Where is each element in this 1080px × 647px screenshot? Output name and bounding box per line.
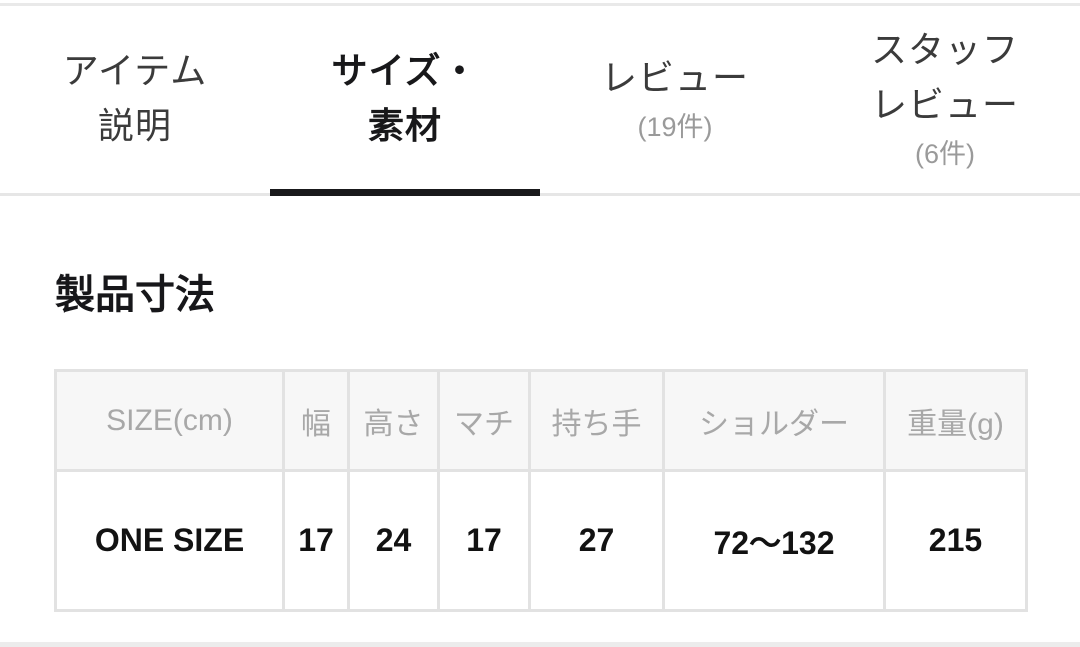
- cell-size: ONE SIZE: [54, 469, 285, 612]
- column-header-width: 幅: [282, 369, 350, 472]
- cell-weight: 215: [883, 469, 1028, 612]
- top-divider: [0, 3, 1080, 6]
- column-header-gusset: マチ: [437, 369, 531, 472]
- tab-staff-reviews[interactable]: スタッフ レビュー (6件): [810, 3, 1080, 193]
- cell-shoulder: 72〜132: [662, 469, 886, 612]
- bottom-divider: [0, 642, 1080, 647]
- column-header-shoulder: ショルダー: [662, 369, 886, 472]
- column-header-height: 高さ: [347, 369, 440, 472]
- column-header-handle: 持ち手: [528, 369, 665, 472]
- tab-label: 素材: [367, 105, 442, 146]
- tab-label: レビュー: [870, 84, 1019, 125]
- product-dimensions-table: SIZE(cm) 幅 高さ マチ 持ち手 ショルダー 重量(g) ONE SIZ…: [54, 369, 1028, 612]
- product-tab-bar: アイテム 説明 サイズ・ 素材 レビュー (19件) スタッフ レビュー (6件…: [0, 3, 1080, 196]
- table-header-row: SIZE(cm) 幅 高さ マチ 持ち手 ショルダー 重量(g): [54, 369, 1028, 472]
- cell-handle: 27: [528, 469, 665, 612]
- tab-label: 説明: [97, 105, 172, 146]
- tab-size-material[interactable]: サイズ・ 素材: [270, 3, 540, 196]
- review-count-badge: (19件): [637, 111, 713, 142]
- tab-label: アイテム: [62, 50, 208, 91]
- column-header-size: SIZE(cm): [54, 369, 285, 472]
- cell-width: 17: [282, 469, 350, 612]
- staff-review-count-badge: (6件): [915, 139, 975, 169]
- column-header-weight: 重量(g): [883, 369, 1028, 472]
- table-row: ONE SIZE 17 24 17 27 72〜132 215: [54, 469, 1028, 612]
- tab-label: サイズ・: [331, 50, 479, 91]
- tab-reviews[interactable]: レビュー (19件): [540, 3, 810, 193]
- tab-label: レビュー: [600, 56, 749, 98]
- cell-gusset: 17: [437, 469, 531, 612]
- tab-label: スタッフ: [870, 29, 1019, 70]
- section-title-product-dimensions: 製品寸法: [55, 273, 215, 317]
- cell-height: 24: [347, 469, 440, 612]
- tab-item-description[interactable]: アイテム 説明: [0, 3, 270, 193]
